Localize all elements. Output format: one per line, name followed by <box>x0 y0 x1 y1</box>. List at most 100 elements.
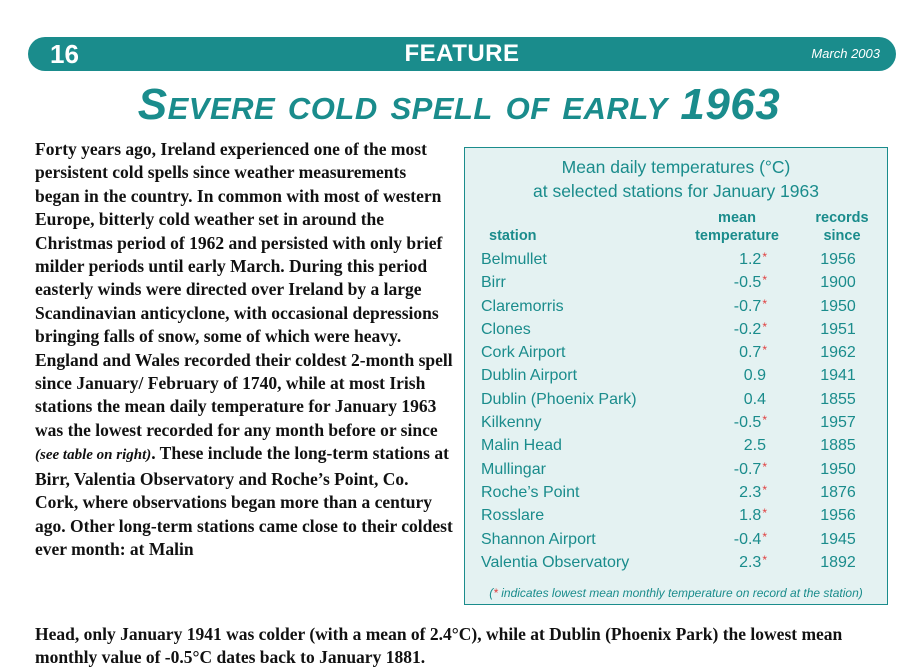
records-since: 1892 <box>820 553 856 571</box>
table-row: Dublin (Phoenix Park) 0.4 1855 <box>465 388 887 411</box>
table-row: Roche’s Point 2.3* 1876 <box>465 481 887 504</box>
mean-temperature: 1.2* <box>697 248 767 272</box>
header-bar: 16 FEATURE March 2003 <box>28 37 896 71</box>
records-since: 1855 <box>820 390 856 408</box>
record-low-marker: * <box>762 273 767 288</box>
mean-temperature: 2.3* <box>697 551 767 575</box>
mean-temperature: 0.7* <box>697 341 767 365</box>
footnote-asterisk: * <box>493 586 498 600</box>
table-row: Malin Head 2.5 1885 <box>465 434 887 457</box>
temperature-value: 2.5 <box>743 437 766 455</box>
station-name: Roche’s Point <box>481 483 580 501</box>
table-row: Kilkenny -0.5* 1957 <box>465 411 887 434</box>
records-since: 1957 <box>820 414 856 432</box>
table-body: Belmullet 1.2* 1956 Birr -0.5* 1900 Claremor… <box>465 248 887 574</box>
table-row: Birr -0.5* 1900 <box>465 271 887 294</box>
column-header-mean: mean temperature <box>687 209 787 245</box>
station-name: Dublin (Phoenix Park) <box>481 390 637 408</box>
records-since: 1956 <box>820 251 856 268</box>
mean-temperature: -0.4* <box>697 528 767 552</box>
article-body-continued: Head, only January 1941 was colder (with… <box>35 624 843 668</box>
temperature-value: 0.9 <box>743 367 766 385</box>
records-since: 1951 <box>820 320 856 338</box>
column-header-station: station <box>489 228 537 244</box>
table-row: Claremorris -0.7* 1950 <box>465 295 887 318</box>
station-name: Mullingar <box>481 460 546 478</box>
table-row: Valentia Observatory 2.3* 1892 <box>465 551 887 574</box>
table-row: Mullingar -0.7* 1950 <box>465 458 887 481</box>
records-since: 1950 <box>820 297 856 315</box>
mean-temperature: 2.3* <box>697 481 767 505</box>
mean-temperature: -0.5* <box>697 411 767 435</box>
table-row: Clones -0.2* 1951 <box>465 318 887 341</box>
table-row: Shannon Airport -0.4* 1945 <box>465 528 887 551</box>
temperature-value: 2.3 <box>739 483 762 501</box>
mean-temperature: -0.7* <box>697 458 767 482</box>
temperature-table: Mean daily temperatures (°C) at selected… <box>464 147 888 605</box>
record-low-marker: * <box>762 459 767 474</box>
record-low-marker: * <box>762 343 767 358</box>
mean-temperature: -0.2* <box>697 318 767 342</box>
station-name: Shannon Airport <box>481 530 596 548</box>
temperature-value: -0.2 <box>733 320 762 338</box>
record-low-marker: * <box>762 250 767 264</box>
temperature-value: -0.7 <box>733 460 762 478</box>
station-name: Malin Head <box>481 437 562 455</box>
temperature-value: -0.4 <box>733 530 762 548</box>
article-paragraph: Forty years ago, Ireland experienced one… <box>35 138 453 561</box>
record-low-marker: * <box>762 529 767 544</box>
section-label: FEATURE <box>404 40 520 67</box>
records-since: 1956 <box>820 507 856 525</box>
table-title: Mean daily temperatures (°C) at selected… <box>465 156 887 203</box>
temperature-value: 0.4 <box>743 390 766 408</box>
footnote-open: ( <box>489 586 494 600</box>
station-name: Belmullet <box>481 251 547 268</box>
column-header-records-line1: records <box>815 210 869 226</box>
mean-temperature: 0.4 <box>697 388 767 412</box>
column-header-mean-line1: mean <box>718 210 756 226</box>
records-since: 1885 <box>820 437 856 455</box>
table-row: Belmullet 1.2* 1956 <box>465 248 887 271</box>
column-header-mean-line2: temperature <box>695 228 779 244</box>
mean-temperature: 2.5 <box>697 434 767 458</box>
page-number: 16 <box>50 39 79 69</box>
article-title: Severe cold spell of early 1963 <box>137 80 781 129</box>
record-low-marker: * <box>762 552 767 567</box>
issue-date: March 2003 <box>811 46 880 61</box>
record-low-marker: * <box>762 482 767 497</box>
records-since: 1941 <box>820 367 856 385</box>
temperature-value: -0.7 <box>733 297 762 315</box>
station-name: Cork Airport <box>481 344 566 362</box>
records-since: 1900 <box>820 274 856 292</box>
station-name: Kilkenny <box>481 414 542 432</box>
table-reference: (see table on right) <box>35 447 152 464</box>
station-name: Rosslare <box>481 507 545 525</box>
temperature-value: -0.5 <box>733 274 762 292</box>
record-low-marker: * <box>762 296 767 311</box>
record-low-marker: * <box>762 506 767 521</box>
mean-temperature: 1.8* <box>697 504 767 528</box>
body-text-part1: Forty years ago, Ireland experienced one… <box>35 139 453 440</box>
table-footnote: (* indicates lowest mean monthly tempera… <box>465 585 887 601</box>
temperature-value: -0.5 <box>733 414 762 432</box>
station-name: Claremorris <box>481 297 564 315</box>
record-low-marker: * <box>762 319 767 334</box>
footnote-text: indicates lowest mean monthly temperatur… <box>497 586 863 600</box>
column-header-records: records since <box>805 209 879 245</box>
column-header-records-line2: since <box>823 228 861 244</box>
temperature-value: 0.7 <box>739 344 762 362</box>
body-text-part2: . These include the long-term stations a… <box>35 443 453 559</box>
table-title-line1: Mean daily temperatures (°C) <box>561 157 791 177</box>
temperature-value: 1.8 <box>739 507 762 525</box>
station-name: Birr <box>481 274 506 292</box>
station-name: Valentia Observatory <box>481 553 630 571</box>
temperature-value: 2.3 <box>739 553 762 571</box>
mean-temperature: 0.9 <box>697 364 767 388</box>
temperature-value: 1.2 <box>739 251 762 268</box>
records-since: 1950 <box>820 460 856 478</box>
article-body: Forty years ago, Ireland experienced one… <box>35 138 453 561</box>
table-title-line2: at selected stations for January 1963 <box>532 180 819 201</box>
records-since: 1876 <box>820 483 856 501</box>
table-row: Dublin Airport 0.9 1941 <box>465 364 887 387</box>
mean-temperature: -0.7* <box>697 295 767 319</box>
